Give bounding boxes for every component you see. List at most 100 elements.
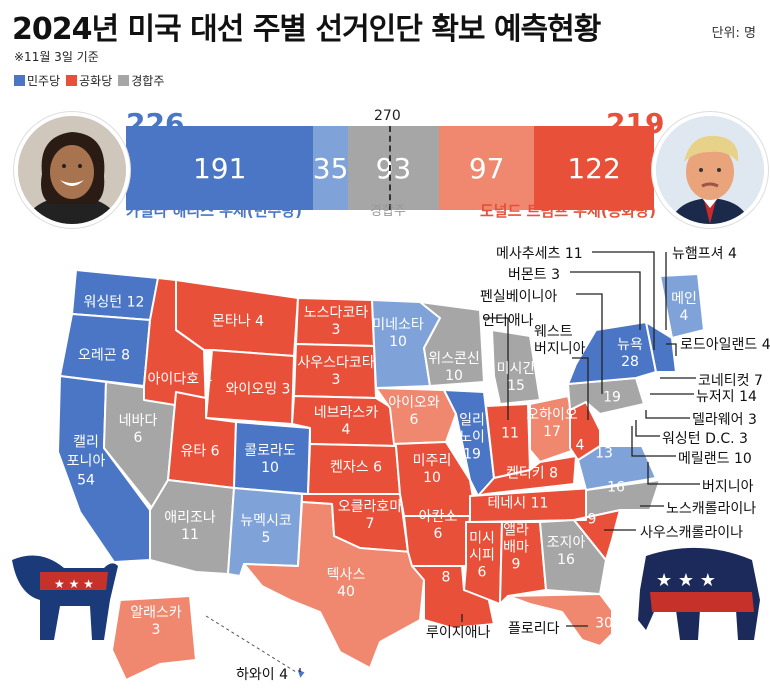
callout-massachusetts: 메사추세츠 11 [496, 246, 583, 262]
segment-dem-solid: 191 [126, 126, 314, 210]
state-texas [243, 501, 425, 669]
legend-swatch-dem [14, 75, 25, 86]
label-nevada-1: 네바다 [118, 413, 158, 429]
label-wyoming: 와이오밍 3 [225, 381, 291, 398]
label-texas-1: 텍사스 [326, 567, 366, 583]
unit-label: 단위: 명 [711, 26, 756, 41]
label-illinois: 일리 노이 19 [459, 413, 485, 464]
leader-dc [635, 420, 660, 437]
segment-dem-lean-label: 35 [312, 151, 349, 185]
legend-tossup-label: 경합주 [131, 74, 165, 88]
label-california: 캘리 포니아 54 [67, 434, 106, 491]
label-arkansas-1: 아칸소 [418, 509, 458, 525]
label-ohio-1: 오하이오 [526, 407, 578, 423]
label-new-york: 뉴욕 28 [617, 337, 643, 371]
label-missouri: 미주리 10 [413, 453, 452, 487]
label-michigan: 미시간 15 [497, 361, 536, 395]
label-new-mexico: 뉴멕시코 5 [240, 513, 292, 547]
page-title: 2024년 미국 대선 주별 선거인단 확보 예측현황 [12, 12, 601, 47]
rep-candidate-label: 도널드 트럼프 우세(공화당) [480, 202, 656, 220]
label-georgia: 조지아 16 [547, 535, 586, 569]
label-nebraska: 네브라스카 4 [314, 405, 378, 439]
label-texas: 텍사스 40 [327, 567, 366, 601]
callout-west-virginia: 웨스트 버지니아 [534, 324, 586, 358]
label-minnesota-2: 10 [389, 334, 407, 350]
callout-new-jersey: 뉴저지 14 [696, 389, 757, 405]
label-nevada: 네바다 6 [119, 413, 158, 447]
label-wisconsin-2: 10 [445, 368, 463, 384]
label-maine: 메인 4 [671, 291, 697, 325]
dem-candidate-label: 카밀라 해리스 우세(민주당) [126, 202, 302, 220]
callout-indiana: 인디애나 [482, 313, 534, 329]
callout-connecticut: 코네티컷 7 [698, 373, 763, 389]
label-colorado-2: 10 [261, 460, 279, 476]
segment-dem-solid-label: 191 [192, 151, 247, 185]
label-kansas: 켄자스 6 [330, 459, 382, 476]
label-washington: 워싱턴 12 [83, 294, 145, 311]
state-north-carolina [573, 479, 661, 521]
label-alabama: 앨라 배마 9 [503, 523, 529, 574]
callout-new-hampshire: 뉴햄프셔 4 [672, 246, 737, 262]
label-iowa: 아이오와 6 [388, 395, 440, 429]
svg-text:★ ★ ★: ★ ★ ★ [656, 570, 716, 591]
callout-rhode-island: 로드아일랜드 4 [680, 337, 770, 353]
callout-hawaii: 하와이 4 [236, 667, 288, 683]
callout-south-carolina: 사우스캐롤라이나 [640, 525, 744, 541]
label-south-dakota-1: 사우스다코타 [297, 355, 375, 371]
label-colorado: 콜로라도 10 [244, 443, 296, 477]
leader-in [484, 317, 509, 420]
leader-vt [570, 271, 641, 330]
label-maine-1: 메인 [671, 291, 697, 307]
label-west-virginia: 4 [575, 437, 585, 454]
label-wisconsin-1: 위스콘신 [428, 351, 480, 367]
label-new-york-1: 뉴욕 [617, 337, 643, 353]
state-mississippi [463, 521, 503, 605]
leader-wv [572, 357, 589, 420]
label-oregon: 오레곤 8 [78, 347, 130, 364]
donkey-icon: ★ ★ ★ [12, 555, 118, 640]
label-iowa-2: 6 [409, 412, 419, 428]
callout-florida: 플로리다 [508, 621, 560, 637]
elephant-icon: ★ ★ ★ [638, 547, 760, 640]
label-pennsylvania: 19 [603, 389, 621, 406]
label-iowa-1: 아이오와 [388, 395, 440, 411]
label-illinois-2: 노이 [459, 429, 485, 446]
label-alaska: 알래스카 3 [130, 605, 182, 639]
callout-dc: 워싱턴 D.C. 3 [662, 431, 748, 447]
label-oklahoma-1: 오클라호마 [337, 499, 403, 515]
label-north-dakota: 노스다코타 3 [304, 305, 368, 339]
label-minnesota-1: 미네소타 [372, 317, 424, 333]
label-ohio: 오하이오 17 [526, 407, 578, 441]
trump-photo [652, 112, 768, 228]
leader-ma [592, 251, 655, 350]
segment-rep-lean: 97 [439, 126, 535, 210]
label-missouri-1: 미주리 [412, 453, 452, 469]
callout-west-virginia-2: 버지니아 [534, 341, 586, 357]
legend-rep-label: 공화당 [79, 74, 113, 88]
label-maine-2: 4 [679, 308, 689, 324]
state-louisiana [411, 565, 495, 629]
label-indiana: 11 [501, 425, 519, 442]
state-kentucky [477, 455, 577, 497]
label-colorado-1: 콜로라도 [244, 443, 296, 459]
label-mississippi-1: 미시 [469, 530, 495, 547]
state-michigan [491, 329, 541, 405]
leader-md [631, 426, 676, 457]
segment-tossup-label: 93 [375, 151, 412, 185]
segment-rep-solid: 122 [534, 126, 654, 210]
label-florida: 30 [595, 615, 613, 632]
label-north-dakota-1: 노스다코타 [303, 305, 369, 321]
tossup-label: 경합주 [370, 204, 406, 219]
state-wisconsin [419, 301, 485, 387]
label-illinois-1: 일리 [459, 412, 485, 429]
label-california-3: 54 [77, 472, 95, 489]
legend-tossup: 경합주 [118, 72, 164, 89]
label-alabama-2: 배마 [503, 539, 529, 556]
label-texas-2: 40 [337, 584, 355, 600]
label-missouri-2: 10 [423, 470, 441, 486]
label-ohio-2: 17 [543, 424, 561, 440]
label-louisiana: 8 [441, 569, 451, 586]
label-utah: 유타 6 [180, 443, 220, 460]
label-arkansas: 아칸소 6 [419, 509, 458, 543]
